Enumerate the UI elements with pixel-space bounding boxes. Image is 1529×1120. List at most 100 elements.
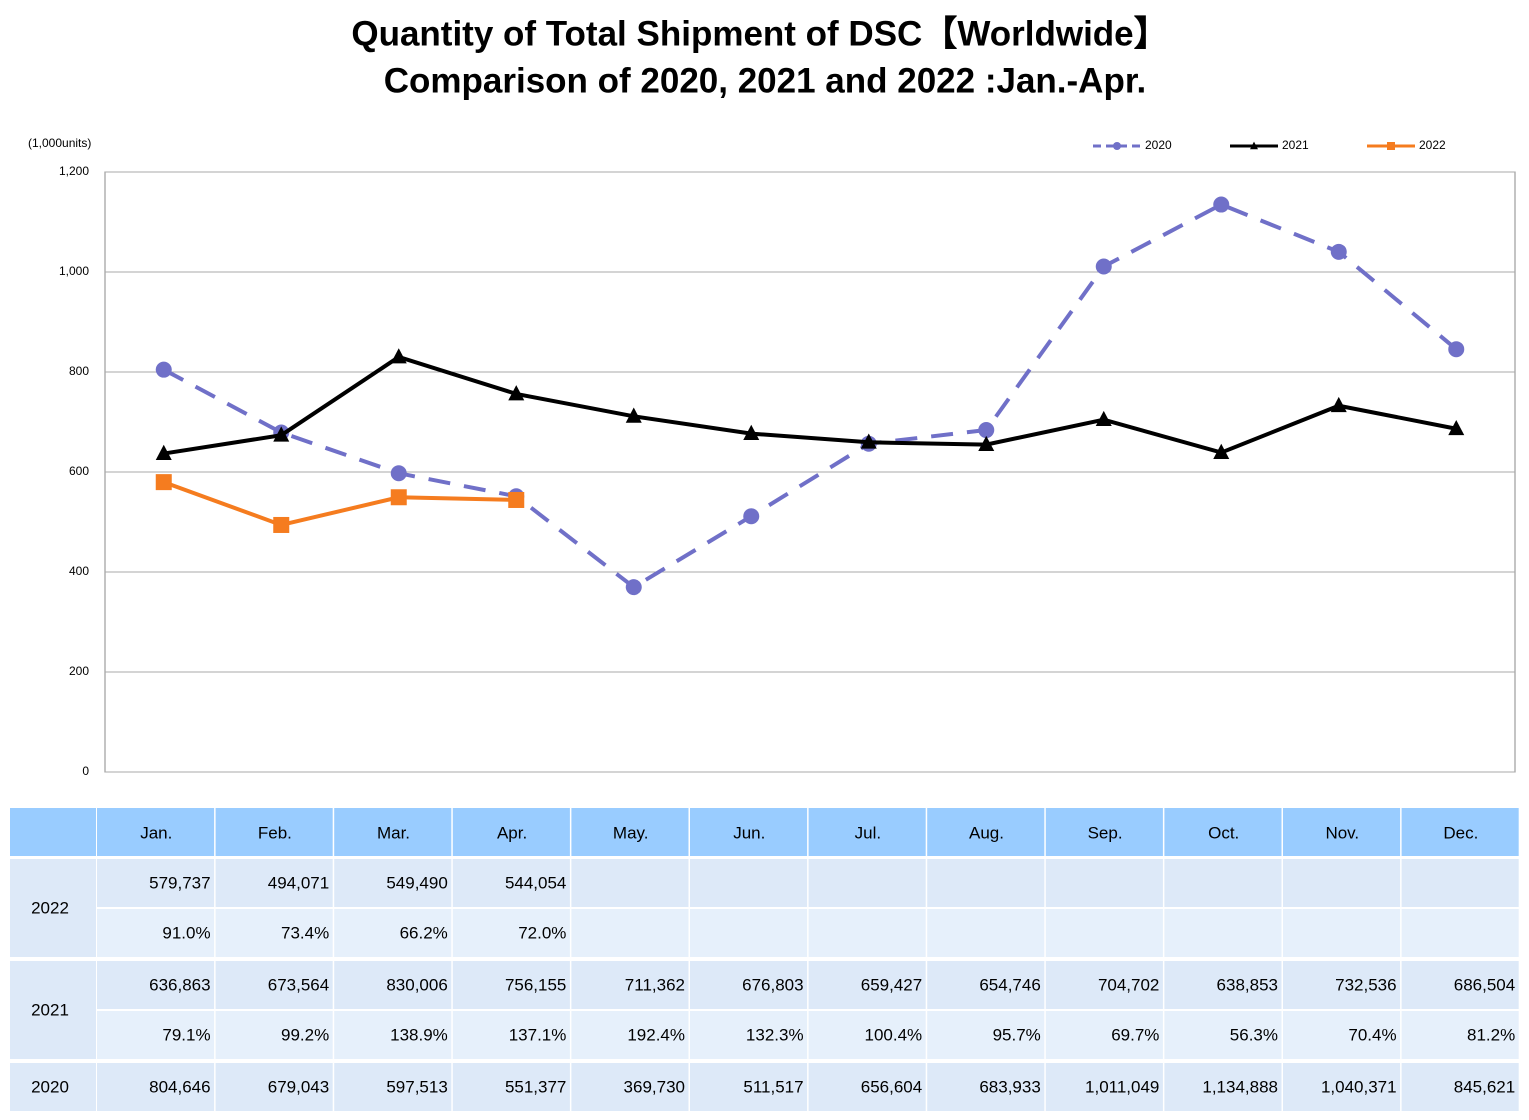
table-cell-text: 679,043: [268, 1077, 329, 1096]
table-header-text: Sep.: [1088, 823, 1123, 842]
table-cell: [571, 961, 689, 1009]
table-header-cell: [215, 808, 333, 856]
table-cell: [334, 961, 452, 1009]
table-cell: [334, 909, 452, 957]
table-cell: [927, 909, 1045, 957]
table-cell: [1045, 1011, 1163, 1059]
table-cell-text: 1,040,371: [1321, 1077, 1397, 1096]
table-cell-text: 732,536: [1335, 975, 1396, 994]
table-cell: [571, 909, 689, 957]
table-row-label: 2020: [31, 1077, 69, 1096]
y-tick-label: 1,200: [59, 164, 89, 178]
table-cell-text: 99.2%: [281, 1025, 329, 1044]
data-point: [1095, 258, 1112, 275]
table-cell-text: 100.4%: [865, 1025, 923, 1044]
data-point: [860, 433, 877, 449]
table-cell-text: 551,377: [505, 1077, 566, 1096]
table-cell: [97, 859, 215, 907]
table-cell-text: 638,853: [1217, 975, 1278, 994]
table-cell: [1164, 1063, 1282, 1111]
y-tick-label: 400: [69, 564, 89, 578]
table-cell: [808, 961, 926, 1009]
table-cell: [97, 909, 215, 957]
table-cell-text: 804,646: [149, 1077, 210, 1096]
table-cell: [97, 1011, 215, 1059]
table-cell: [215, 1011, 333, 1059]
table-header-text: Nov.: [1325, 823, 1359, 842]
table-cell-text: 70.4%: [1348, 1025, 1396, 1044]
table-cell-text: 654,746: [979, 975, 1040, 994]
data-point: [625, 407, 642, 423]
series-line: [163, 354, 1457, 456]
table-cell: [1283, 1063, 1401, 1111]
table-cell-text: 138.9%: [390, 1025, 448, 1044]
table-header-text: Jun.: [733, 823, 765, 842]
table-cell-text: 544,054: [505, 873, 566, 892]
table-cell: [927, 859, 1045, 907]
table-cell: [927, 1063, 1045, 1111]
table-header-cell: [452, 808, 570, 856]
table-cell-text: 659,427: [861, 975, 922, 994]
table-header-text: Aug.: [969, 823, 1004, 842]
table-cell-text: 686,504: [1454, 975, 1515, 994]
table-cell-text: 369,730: [624, 1077, 685, 1096]
table-header-text: Oct.: [1208, 823, 1239, 842]
table-cell-text: 597,513: [386, 1077, 447, 1096]
table-cell: [334, 1011, 452, 1059]
data-point: [155, 474, 172, 491]
data-point: [1448, 419, 1465, 436]
table-header-cell: [1401, 808, 1519, 856]
table-cell: [1283, 1011, 1401, 1059]
table-cell-text: 711,362: [625, 975, 685, 994]
table-cell: [334, 1063, 452, 1111]
table-cell: [690, 1011, 808, 1059]
table-cell-text: 192.4%: [627, 1025, 685, 1044]
table-header-cell: [1164, 808, 1282, 856]
data-point: [743, 508, 760, 525]
table-row-label-cell: [10, 961, 96, 1059]
table-header-bg: [10, 808, 96, 856]
table-cell-text: 137.1%: [509, 1025, 567, 1044]
table-cell-text: 56.3%: [1230, 1025, 1278, 1044]
table-cell: [808, 859, 926, 907]
table-cell-text: 676,803: [742, 975, 803, 994]
table-header-cell: [97, 808, 215, 856]
table-cell: [97, 961, 215, 1009]
data-point: [1213, 196, 1230, 213]
table-cell: [334, 859, 452, 907]
table-cell-text: 830,006: [386, 975, 447, 994]
table-cell: [690, 859, 808, 907]
table-cell: [97, 1063, 215, 1111]
table-cell-text: 704,702: [1098, 975, 1159, 994]
table-cell-text: 81.2%: [1467, 1025, 1515, 1044]
data-point: [390, 465, 407, 482]
table-cell-text: 494,071: [268, 873, 329, 892]
data-point: [155, 444, 172, 460]
table-cell: [1045, 961, 1163, 1009]
legend-marker: [1113, 142, 1121, 150]
table-cell: [215, 961, 333, 1009]
table-header-text: May.: [613, 823, 649, 842]
table-cell-text: 549,490: [386, 873, 447, 892]
table-cell: [571, 1011, 689, 1059]
y-tick-label: 600: [69, 464, 89, 478]
data-point: [978, 422, 995, 439]
table-header-cell: [808, 808, 926, 856]
table-cell: [215, 859, 333, 907]
table-header-text: Apr.: [497, 823, 527, 842]
data-point: [273, 426, 290, 442]
table-cell: [1401, 1063, 1519, 1111]
table-cell-text: 845,621: [1454, 1077, 1515, 1096]
table-cell: [452, 1063, 570, 1111]
data-point: [390, 348, 407, 364]
data-point: [390, 489, 407, 506]
table-cell: [571, 859, 689, 907]
table-cell: [690, 961, 808, 1009]
data-point: [1095, 410, 1112, 427]
table-cell-text: 656,604: [861, 1077, 922, 1096]
table-header-text: Jul.: [855, 823, 881, 842]
table-row-label: 2021: [31, 1000, 69, 1019]
chart-subtitle: Comparison of 2020, 2021 and 2022 :Jan.-…: [384, 61, 1147, 100]
chart-title: Quantity of Total Shipment of DSC【Worldw…: [351, 14, 1168, 53]
